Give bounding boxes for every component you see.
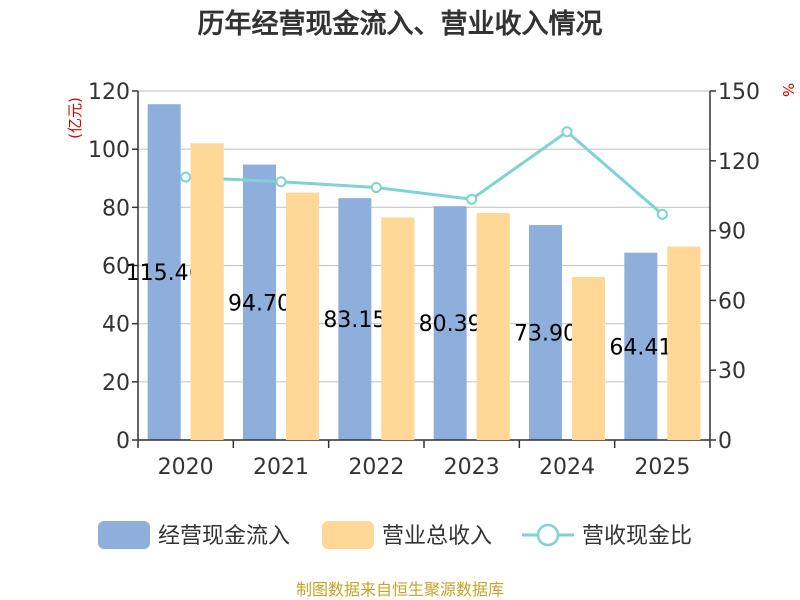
bar-cash-inflow	[147, 104, 181, 441]
data-label: 80.39	[419, 312, 482, 337]
bar-cash-inflow	[529, 225, 562, 440]
ratio-line-path	[185, 129, 664, 216]
x-tick-label: 2022	[348, 455, 404, 480]
legend-label: 经营现金流入	[158, 524, 290, 549]
data-label: 83.15	[323, 308, 386, 333]
left-tick-label: 20	[102, 371, 130, 396]
data-label: 64.41	[609, 335, 672, 360]
ratio-point	[370, 182, 382, 194]
x-tick-label: 2023	[444, 455, 500, 480]
right-tick-label: 150	[718, 80, 760, 105]
ratio-point	[275, 176, 287, 188]
legend-label: 营业总收入	[382, 524, 492, 549]
right-tick-label: 90	[718, 220, 746, 245]
legend-marker	[536, 523, 560, 547]
bar-total-revenue-overlay	[476, 213, 510, 440]
data-labels: 115.46 94.70 83.15 80.39 73.90 64.41	[126, 143, 701, 440]
left-tick-label: 60	[102, 255, 130, 280]
ratio-point	[561, 126, 573, 138]
right-axis-unit: %	[779, 83, 797, 97]
bar-cash-inflow	[338, 198, 372, 440]
x-tick-label: 2024	[539, 455, 595, 480]
axes: 0 20 40 60 80 100 120 0 30 60 90 120 150 2020 2021 2022…	[88, 80, 760, 480]
bar-total-revenue-overlay	[286, 192, 319, 440]
x-tick-label: 2025	[634, 455, 690, 480]
data-label: 73.90	[514, 322, 577, 347]
ratio-line	[180, 126, 668, 220]
bars	[147, 104, 701, 441]
right-tick-label: 30	[718, 359, 746, 384]
right-tick-label: 60	[718, 289, 746, 314]
left-tick-label: 120	[88, 80, 130, 105]
data-label: 115.46	[126, 261, 203, 286]
chart-title: 历年经营现金流入、营业收入情况	[198, 8, 603, 40]
right-tick-label: 120	[718, 150, 760, 175]
gridlines	[138, 90, 710, 441]
bar-cash-inflow	[243, 164, 276, 441]
bar-total-revenue-overlay	[667, 246, 701, 440]
data-label: 94.70	[228, 291, 291, 316]
left-tick-label: 80	[102, 196, 130, 221]
bar-total-revenue-overlay	[190, 143, 224, 440]
left-tick-label: 100	[88, 138, 130, 163]
bar-total-revenue-overlay	[572, 277, 605, 440]
bar-cash-inflow	[624, 252, 658, 440]
right-tick-label: 0	[718, 429, 732, 454]
ratio-point	[180, 171, 192, 183]
legend: 经营现金流入 营业总收入 营收现金比	[98, 521, 692, 549]
left-tick-label: 40	[102, 313, 130, 338]
x-tick-label: 2021	[253, 455, 309, 480]
ratio-point	[656, 208, 668, 220]
bar-cash-inflow	[433, 206, 467, 440]
legend-label: 营收现金比	[582, 524, 692, 549]
x-tick-label: 2020	[158, 455, 214, 480]
source-note: 制图数据来自恒生聚源数据库	[296, 580, 504, 599]
ratio-point	[466, 193, 478, 205]
legend-swatch	[98, 521, 150, 549]
bar-total-revenue-overlay	[381, 217, 415, 440]
left-axis-unit: (亿元)	[66, 97, 84, 139]
left-tick-label: 0	[116, 429, 130, 454]
legend-swatch	[322, 521, 374, 549]
